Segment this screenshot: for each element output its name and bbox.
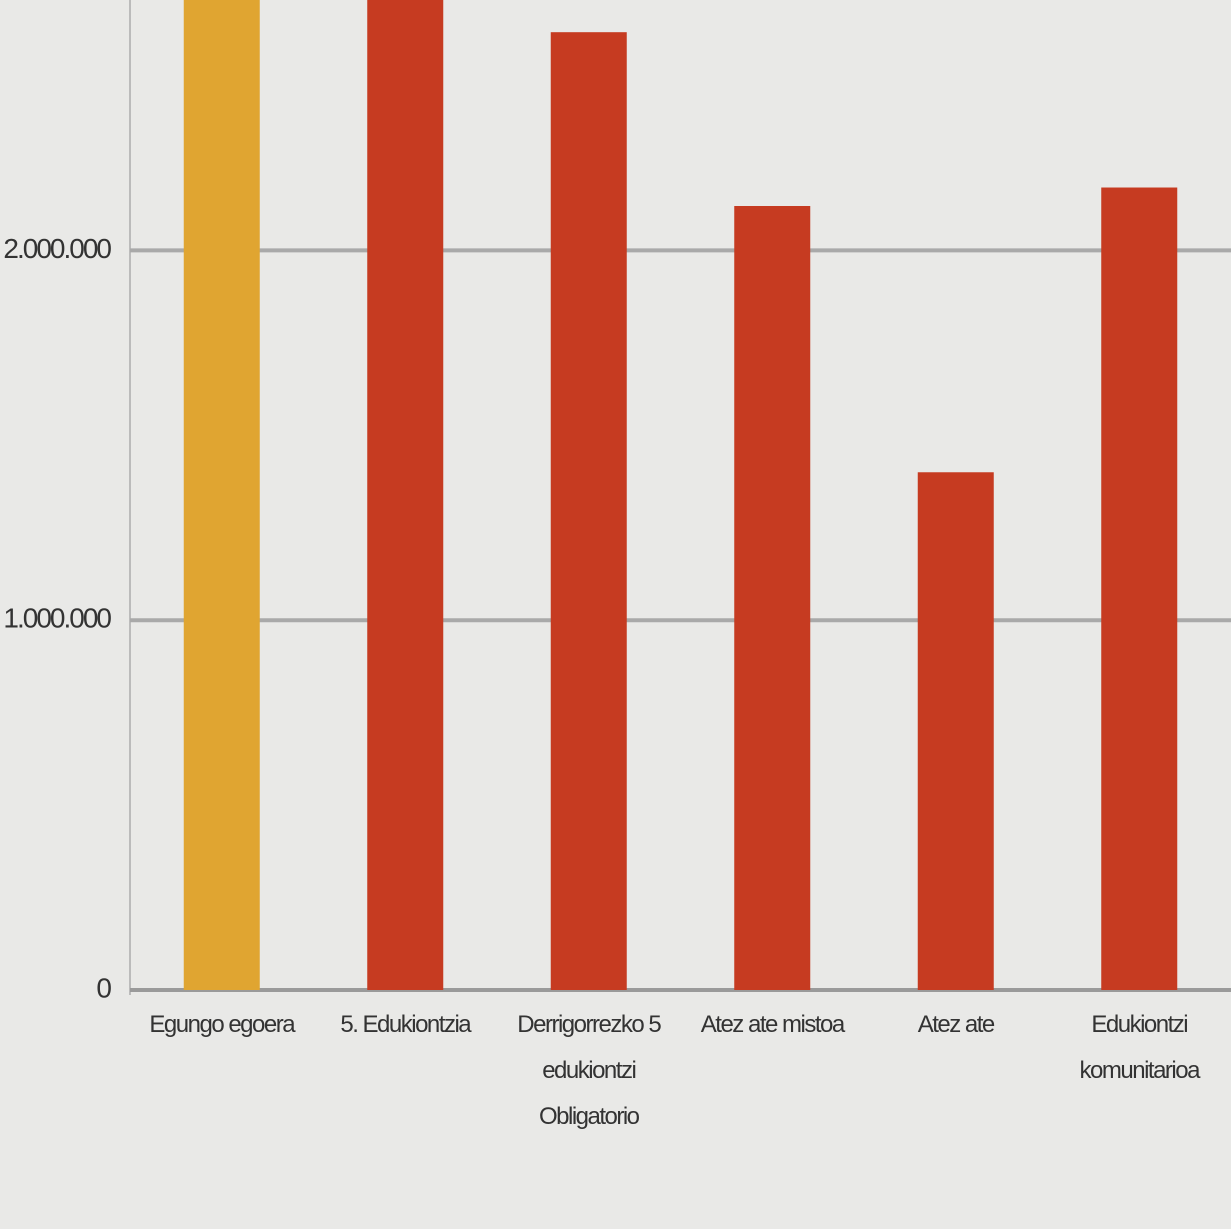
x-tick-label: Atez ate mistoa [700, 1011, 845, 1038]
x-tick-label: Derrigorrezko 5 edukiontzi Obligatorio [517, 1011, 661, 1130]
bar [550, 32, 627, 991]
bar [367, 0, 444, 990]
bar [1101, 187, 1178, 991]
bar [183, 0, 260, 990]
bar [734, 206, 811, 990]
y-tick-label: 1.000.000 [3, 603, 111, 634]
bar [917, 472, 994, 990]
x-tick-label: Atez ate [917, 1011, 996, 1038]
y-tick-label: 0 [96, 972, 111, 1003]
y-tick-label: 2.000.000 [3, 233, 111, 264]
x-tick-label: 5. Edukiontzia [340, 1011, 471, 1038]
x-tick-label: Edukiontzi komunitarioa [1079, 1011, 1201, 1084]
x-tick-label: Egungo egoera [149, 1011, 295, 1038]
